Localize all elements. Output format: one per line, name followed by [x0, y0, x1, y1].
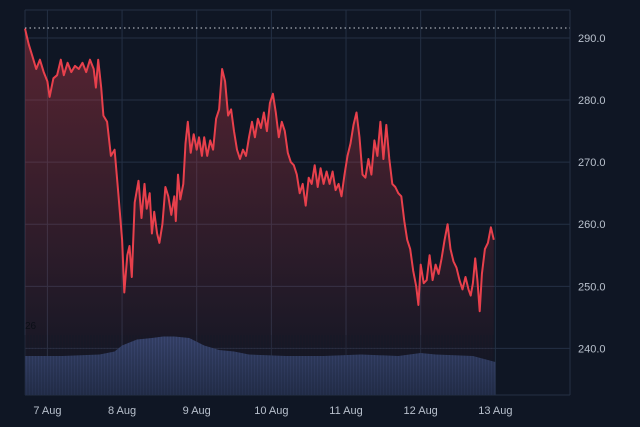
y-tick-label: 280.0 [578, 95, 606, 107]
volume-area [25, 336, 496, 395]
y-tick-label: 290.0 [578, 33, 606, 45]
price-area [25, 28, 494, 395]
x-axis: 7 Aug 8 Aug 9 Aug 10 Aug 11 Aug 12 Aug 13 Aug [33, 405, 512, 417]
y-tick-label: 240.0 [578, 343, 606, 355]
x-tick-label: 8 Aug [108, 405, 136, 417]
y-axis: 290.0 280.0 270.0 260.0 250.0 240.0 [578, 33, 606, 355]
y-tick-label: 270.0 [578, 157, 606, 169]
x-tick-label: 11 Aug [329, 405, 362, 417]
x-tick-label: 9 Aug [183, 405, 211, 417]
y-tick-label: 260.0 [578, 219, 606, 231]
x-tick-label: 7 Aug [33, 405, 61, 417]
x-tick-label: 13 Aug [478, 405, 512, 417]
y-tick-label: 250.0 [578, 281, 606, 293]
x-tick-label: 10 Aug [254, 405, 288, 417]
x-tick-label: 12 Aug [404, 405, 438, 417]
price-series [24, 28, 495, 313]
area-fill [25, 28, 494, 395]
volume-histogram [24, 335, 496, 395]
volume-label: 26 [25, 321, 37, 332]
price-line [24, 28, 495, 313]
